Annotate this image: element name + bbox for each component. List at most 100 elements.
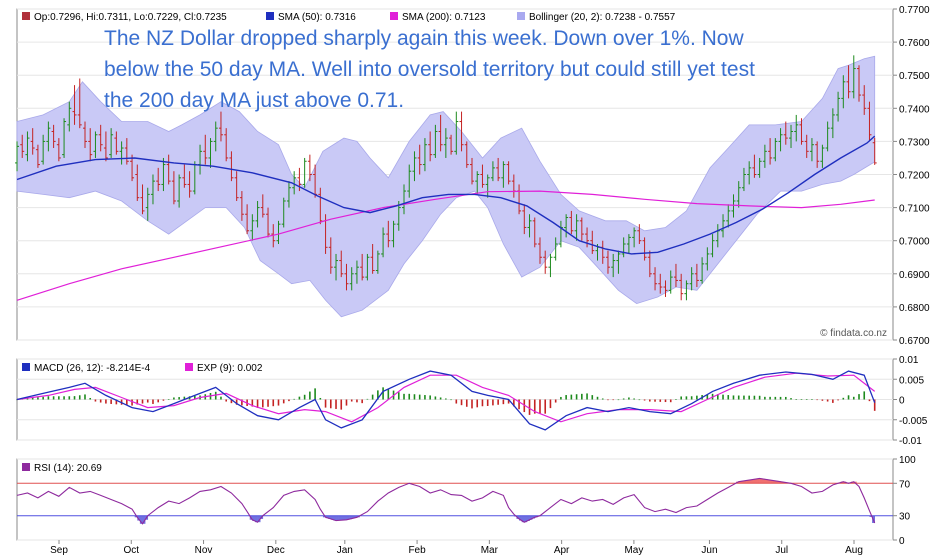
macd-legend: MACD (26, 12): -8.214E-4 EXP (9): 0.002: [22, 363, 263, 374]
x-axis-months: Sep Oct Nov Dec Jan Feb Mar Apr May Jun Jul Aug: [50, 540, 863, 556]
macd-line: [16, 370, 876, 431]
rsi-oversold-fill: [532, 515, 536, 519]
macd-histogram-bar: [377, 390, 379, 400]
legend-rsi: RSI (14): 20.69: [34, 463, 102, 474]
macd-histogram-bar: [471, 399, 473, 409]
rsi-oversold-fill: [341, 515, 345, 521]
rsi-overbought-fill: [751, 479, 755, 484]
macd-histogram-bar: [669, 399, 672, 403]
macd-histogram-bar: [167, 399, 170, 400]
legend-sma200: SMA (200): 0.7123: [402, 12, 486, 23]
ohlc-bar: [428, 131, 433, 162]
ohlc-bar: [611, 253, 616, 278]
macd-histogram-bar: [387, 388, 390, 400]
ohlc-bar: [375, 250, 380, 274]
macd-histogram-bar: [774, 396, 777, 400]
ohlc-bar: [156, 167, 161, 192]
macd-histogram-bar: [84, 394, 86, 400]
ohlc-bar: [161, 157, 166, 192]
macd-histogram: [16, 387, 876, 415]
macd-histogram-bar: [800, 399, 803, 400]
macd-histogram-bar: [737, 395, 740, 400]
macd-histogram-bar: [502, 399, 505, 405]
legend-ohlc: Op:0.7296, Hi:0.7311, Lo:0.7229, Cl:0.72…: [34, 12, 227, 23]
macd-histogram-bar: [445, 398, 447, 400]
macd-histogram-bar: [455, 399, 458, 404]
macd-histogram-bar: [340, 399, 343, 410]
macd-histogram-bar: [126, 399, 128, 406]
macd-histogram-bar: [722, 394, 724, 400]
rsi-overbought-fill: [757, 478, 760, 484]
ohlc-bar: [700, 257, 705, 284]
rsi-oversold-fill: [346, 515, 350, 520]
rsi-overbought-fill: [741, 480, 745, 484]
price-tick-label: 0.7300: [899, 137, 930, 148]
ohlc-bar: [490, 161, 495, 182]
ohlc-bar: [229, 151, 234, 182]
ohlc-bar: [266, 207, 271, 238]
ohlc-bar: [150, 174, 155, 205]
ohlc-bar: [647, 250, 652, 278]
macd-histogram-bar: [549, 399, 552, 409]
ohlc-bar: [626, 234, 631, 254]
ohlc-bar: [307, 154, 312, 182]
rsi-line: [16, 477, 876, 525]
ohlc-bar: [804, 134, 809, 158]
ohlc-bar: [689, 267, 694, 291]
rsi-overbought-fill: [780, 481, 784, 484]
ohlc-bar: [130, 154, 135, 182]
sma-50-line: [16, 135, 876, 255]
macd-histogram-bar: [565, 395, 567, 400]
macd-histogram-bar: [758, 395, 761, 400]
macd-histogram-bar: [643, 399, 646, 401]
macd-histogram-bar: [675, 399, 677, 400]
ohlc-bar: [679, 273, 684, 301]
macd-histogram-bar: [528, 399, 531, 415]
x-tick-label: May: [624, 545, 643, 556]
macd-histogram-bar: [680, 396, 682, 400]
ohlc-bar: [820, 144, 825, 168]
macd-histogram-bar: [356, 399, 358, 403]
macd-histogram-bar: [162, 399, 165, 401]
ohlc-bar: [773, 138, 778, 162]
rsi-tick-label: 70: [899, 479, 911, 490]
ohlc-bar: [93, 131, 98, 158]
macd-histogram-bar: [863, 391, 866, 400]
ohlc-bar: [449, 134, 454, 155]
macd-histogram-bar: [429, 395, 431, 400]
ohlc-bar: [480, 164, 485, 188]
macd-histogram-bar: [214, 391, 217, 400]
ohlc-bar: [731, 194, 736, 218]
ohlc-bar: [768, 138, 773, 165]
ohlc-bar: [260, 194, 265, 218]
macd-histogram-bar: [575, 394, 578, 400]
macd-histogram-bar: [837, 399, 839, 401]
macd-histogram-bar: [581, 393, 583, 400]
ohlc-bar: [710, 234, 715, 258]
macd-histogram-bar: [31, 397, 34, 400]
macd-histogram-bar: [99, 399, 102, 403]
ohlc-bar: [799, 118, 804, 145]
macd-histogram-bar: [481, 399, 484, 407]
x-tick-label: Dec: [267, 545, 285, 556]
ohlc-bar: [417, 144, 422, 175]
macd-histogram-bar: [220, 396, 222, 400]
ohlc-bar: [145, 187, 150, 221]
ohlc-bar: [177, 174, 182, 208]
x-tick-label: Aug: [845, 545, 863, 556]
macd-histogram-bar: [633, 398, 635, 400]
x-tick-label: Sep: [50, 545, 68, 556]
macd-histogram-bar: [847, 395, 850, 400]
rsi-overbought-fill: [749, 479, 753, 484]
ohlc-bar: [135, 164, 140, 201]
x-tick-label: Oct: [123, 545, 139, 556]
rsi-oversold-fill: [254, 515, 258, 523]
ohlc-bar: [726, 204, 731, 228]
macd-tick-label: 0: [899, 396, 905, 407]
rsi-overbought-fill: [772, 480, 776, 484]
rsi-legend: RSI (14): 20.69: [22, 463, 102, 474]
macd-histogram-bar: [805, 399, 808, 400]
ohlc-bar: [469, 157, 474, 185]
rsi-oversold-fill: [521, 515, 525, 523]
